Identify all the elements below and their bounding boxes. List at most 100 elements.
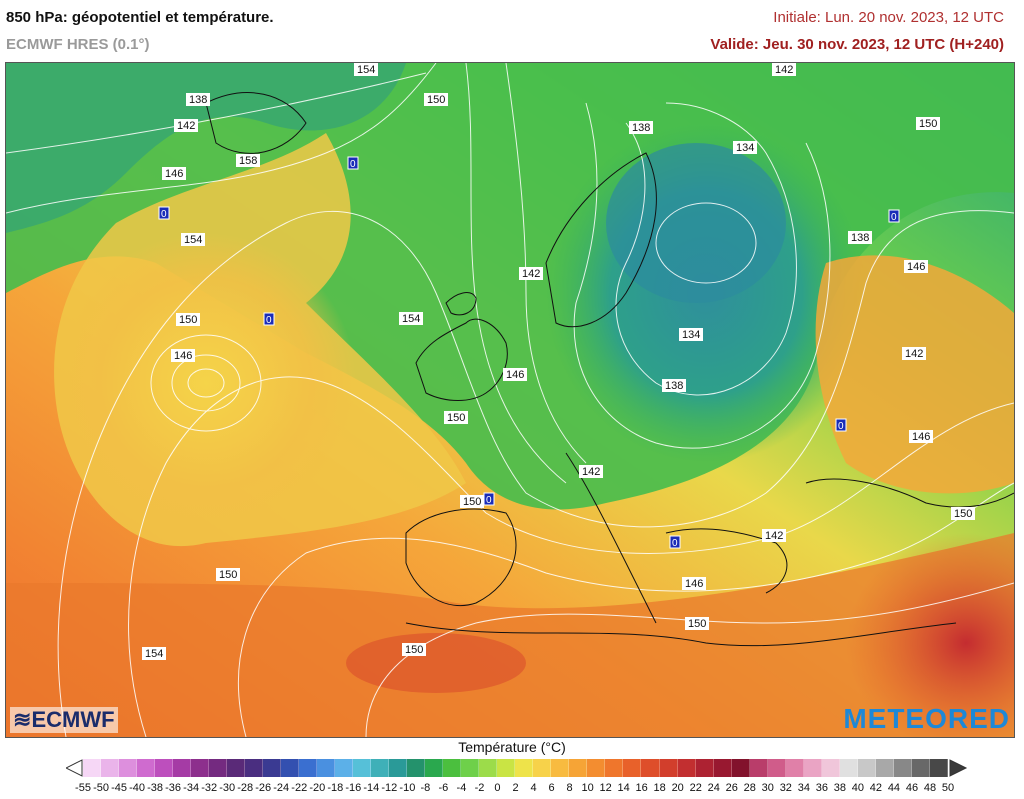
legend-tick-label: -38 <box>147 782 164 794</box>
color-swatch <box>857 759 876 777</box>
legend-tick-label: 18 <box>653 782 666 794</box>
contour-label: 150 <box>919 118 937 130</box>
color-swatch <box>245 759 264 777</box>
contour-label: 142 <box>905 348 923 360</box>
color-swatch <box>785 759 804 777</box>
color-swatch <box>155 759 174 777</box>
contour-label: 142 <box>177 120 195 132</box>
legend-tick-label: 28 <box>743 782 756 794</box>
weather-map[interactable]: 154 150 138 142 158 146 154 150 146 154 … <box>5 62 1015 738</box>
color-swatch <box>623 759 642 777</box>
legend-tick-label: 30 <box>761 782 774 794</box>
legend-tick-label: -22 <box>291 782 308 794</box>
color-swatch <box>443 759 462 777</box>
contour-label: 154 <box>357 64 375 76</box>
color-swatch <box>803 759 822 777</box>
color-swatch <box>605 759 624 777</box>
zero-marker: 0 <box>350 159 356 170</box>
legend-tick-label: 6 <box>548 782 555 794</box>
legend-title: Température (°C) <box>458 739 566 755</box>
legend-tick-label: 42 <box>869 782 883 794</box>
color-swatch <box>839 759 858 777</box>
legend-tick-label: -40 <box>129 782 146 794</box>
color-swatch <box>641 759 660 777</box>
contour-label: 138 <box>632 122 650 134</box>
legend-tick-label: -10 <box>399 782 416 794</box>
legend-tick-label: -4 <box>456 782 467 794</box>
legend-tick-label: 20 <box>671 782 684 794</box>
color-swatch <box>335 759 354 777</box>
legend-tick-label: 4 <box>530 782 537 794</box>
contour-label: 146 <box>174 350 192 362</box>
zero-marker: 0 <box>161 209 167 220</box>
color-swatch <box>461 759 480 777</box>
contour-label: 158 <box>239 155 257 167</box>
legend-tick-label: -12 <box>381 782 398 794</box>
legend-tick-label: 40 <box>851 782 865 794</box>
zero-marker: 0 <box>891 212 897 223</box>
color-swatch <box>821 759 840 777</box>
color-swatch <box>749 759 768 777</box>
legend-tick-label: 32 <box>779 782 792 794</box>
contour-label: 142 <box>522 268 540 280</box>
legend-tick-label: 24 <box>707 782 720 794</box>
legend-tick-label: 36 <box>815 782 828 794</box>
contour-label: 142 <box>775 64 793 76</box>
color-swatch <box>191 759 210 777</box>
legend-tick-label: 14 <box>617 782 630 794</box>
color-swatch <box>299 759 318 777</box>
valid-time: Valide: Jeu. 30 nov. 2023, 12 UTC (H+240… <box>710 36 1004 53</box>
color-swatch <box>371 759 390 777</box>
zero-marker: 0 <box>672 538 678 549</box>
contour-labels: 154 150 138 142 158 146 154 150 146 154 … <box>142 63 975 660</box>
initial-time: Initiale: Lun. 20 nov. 2023, 12 UTC <box>773 9 1004 26</box>
color-swatch <box>101 759 120 777</box>
contour-label: 134 <box>736 142 754 154</box>
legend-tick-label: 22 <box>689 782 702 794</box>
zero-markers: 0 0 0 0 0 0 0 <box>158 156 900 549</box>
color-swatch <box>731 759 750 777</box>
geopotential-contours <box>6 63 1014 737</box>
color-swatch <box>479 759 498 777</box>
color-swatch <box>497 759 516 777</box>
color-swatch <box>425 759 444 777</box>
contour-label: 150 <box>405 644 423 656</box>
zero-marker: 0 <box>486 495 492 506</box>
legend-tick-label: -24 <box>273 782 290 794</box>
color-swatch <box>587 759 606 777</box>
color-swatch <box>263 759 282 777</box>
legend-tick-label: 16 <box>635 782 648 794</box>
color-swatch <box>353 759 372 777</box>
color-swatch <box>767 759 786 777</box>
legend-tick-label: -6 <box>438 782 449 794</box>
map-canvas: 154 150 138 142 158 146 154 150 146 154 … <box>6 63 1014 737</box>
contour-label: 146 <box>912 431 930 443</box>
contour-label: 150 <box>463 496 481 508</box>
contour-label: 154 <box>145 648 163 660</box>
contour-label: 150 <box>954 508 972 520</box>
color-swatch <box>929 759 948 777</box>
legend-tick-label: 50 <box>941 782 955 794</box>
color-swatch <box>875 759 894 777</box>
legend-tick-label: 10 <box>581 782 594 794</box>
contour-label: 138 <box>189 94 207 106</box>
legend-tick-label: 44 <box>887 782 901 794</box>
color-swatch <box>677 759 696 777</box>
contour-label: 150 <box>219 569 237 581</box>
legend-tick-label: -45 <box>111 782 127 794</box>
color-swatch <box>695 759 714 777</box>
color-swatch <box>569 759 588 777</box>
color-swatch <box>893 759 912 777</box>
zero-marker: 0 <box>266 315 272 326</box>
contour-label: 150 <box>447 412 465 424</box>
color-swatch <box>173 759 192 777</box>
legend-tick-label: -30 <box>219 782 236 794</box>
color-swatch <box>713 759 732 777</box>
meteored-logo: METEORED <box>843 703 1010 734</box>
legend-tick-label: -28 <box>237 782 254 794</box>
legend-tick-label: -32 <box>201 782 218 794</box>
contour-label: 146 <box>506 369 524 381</box>
color-swatch <box>209 759 228 777</box>
contour-label: 154 <box>184 234 202 246</box>
color-swatch <box>407 759 426 777</box>
